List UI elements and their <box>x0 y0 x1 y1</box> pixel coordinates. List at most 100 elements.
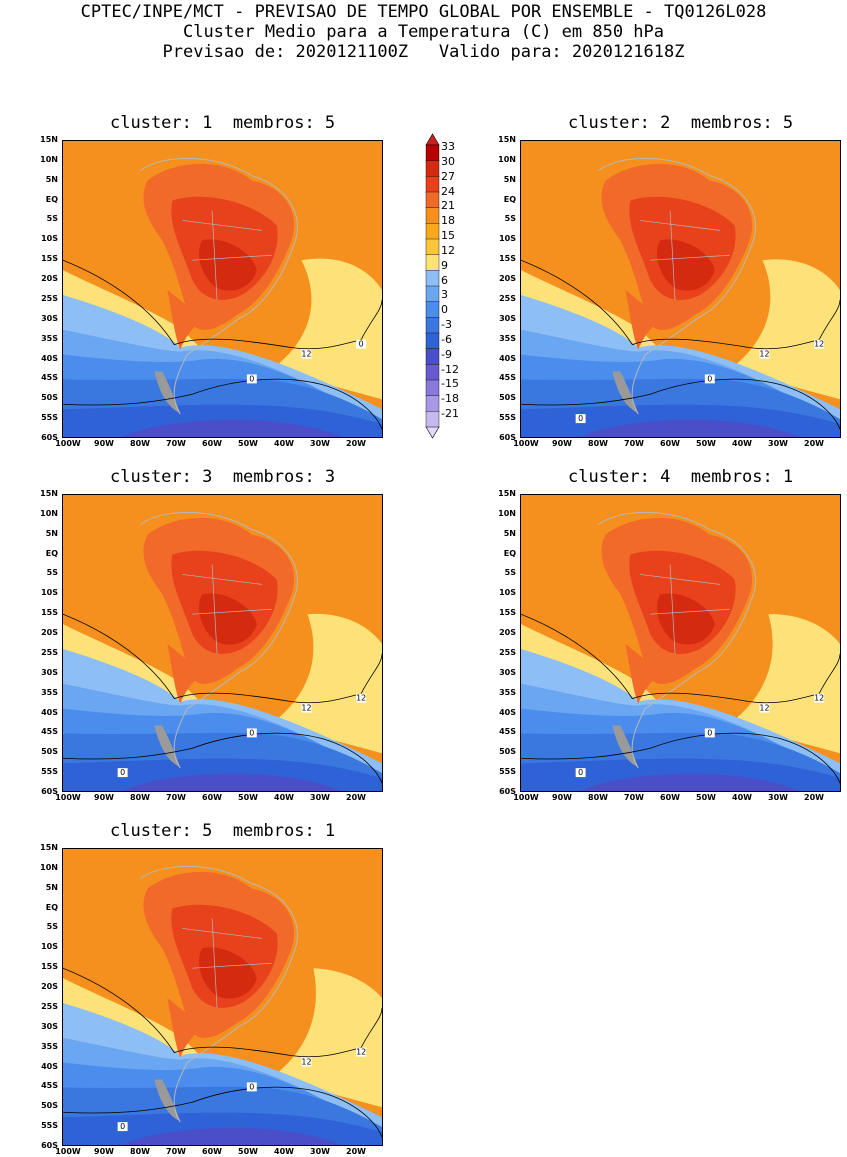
lat-tick: 40S <box>41 353 58 363</box>
colorbar-swatch <box>425 395 440 413</box>
lat-tick: 10N <box>498 508 516 518</box>
lat-tick: 15S <box>41 254 58 264</box>
contour-label: 12 <box>759 350 769 359</box>
band-12-east <box>729 259 840 400</box>
colorbar-svg <box>425 133 440 439</box>
lon-tick: 80W <box>588 793 608 802</box>
contour-12 <box>63 613 382 704</box>
southern-cone <box>167 997 203 1058</box>
lon-tick: 100W <box>513 439 539 448</box>
lat-tick: 50S <box>499 747 516 757</box>
lat-tick: 5S <box>504 214 516 224</box>
borders <box>182 564 272 654</box>
colorbar-label: 27 <box>441 169 455 183</box>
colorbar-swatch <box>425 411 440 428</box>
lon-tick: 70W <box>166 793 186 802</box>
contour-label: 0 <box>704 728 715 737</box>
contour-label-text: 0 <box>707 728 712 737</box>
lon-tick: 100W <box>513 793 539 802</box>
colorbar-swatch <box>425 332 440 350</box>
colorbar-label: 6 <box>441 273 448 287</box>
colorbar-swatch <box>425 223 440 240</box>
lat-tick: 40S <box>499 707 516 717</box>
contour-label: 0 <box>575 414 586 423</box>
patagonia <box>154 1079 181 1122</box>
lon-tick: 30W <box>310 793 330 802</box>
continent-27 <box>198 593 257 645</box>
lon-tick: 70W <box>624 439 644 448</box>
contour-12 <box>521 613 840 704</box>
lon-tick: 80W <box>130 793 150 802</box>
lat-tick: 35S <box>499 333 516 343</box>
lat-tick: 60S <box>499 787 516 796</box>
band-12-east <box>729 614 840 754</box>
lat-tick: 45S <box>41 727 58 737</box>
lat-tick: 35S <box>41 1041 58 1051</box>
contour-12 <box>521 259 840 350</box>
lon-tick: 100W <box>55 439 81 448</box>
lat-tick: 50S <box>41 1101 58 1111</box>
lon-tick: 40W <box>732 439 752 448</box>
lat-tick: 15N <box>40 489 58 498</box>
colorbar-label: 0 <box>441 303 448 317</box>
map-panel-3: 12 12 0 0 <box>62 494 383 792</box>
colorbar-swatch <box>425 207 440 225</box>
lat-tick: 60S <box>41 1141 58 1150</box>
lon-tick: 60W <box>202 1147 222 1156</box>
coastline <box>140 511 298 769</box>
contour-label-text: 12 <box>759 350 769 359</box>
lon-tick: 20W <box>346 793 366 802</box>
contour-label-text: 12 <box>301 1058 311 1067</box>
chart-title-line3: Previsao de: 2020121100Z Valido para: 20… <box>162 42 685 62</box>
colorbar-bottom-arrow <box>425 426 440 439</box>
map-svg-1: 12 0 0 <box>63 141 382 437</box>
colorbar-swatch <box>425 364 440 381</box>
band-m9 <box>122 419 342 437</box>
lon-tick: 80W <box>130 439 150 448</box>
lon-tick: 70W <box>166 439 186 448</box>
contour-label-text: 0 <box>578 414 583 423</box>
map-svg-4: 12 12 0 0 <box>521 495 840 791</box>
panel-title-3: cluster: 3 membros: 3 <box>110 467 336 487</box>
coastline <box>598 511 756 769</box>
lon-tick: 60W <box>660 439 680 448</box>
map-panel-4: 12 12 0 0 <box>520 494 841 792</box>
lat-tick: 15N <box>498 135 516 144</box>
lat-tick: 40S <box>499 353 516 363</box>
panel-title-1: cluster: 1 membros: 5 <box>110 113 336 133</box>
lat-tick: 10S <box>499 588 516 598</box>
colorbar-label: -21 <box>441 407 459 421</box>
lat-tick: 45S <box>41 373 58 383</box>
colorbar-label: 33 <box>441 140 455 153</box>
panel-title-5: cluster: 5 membros: 1 <box>110 821 336 841</box>
patagonia <box>612 725 639 768</box>
patagonia <box>154 371 181 414</box>
lon-tick: 60W <box>202 439 222 448</box>
lat-tick: 25S <box>41 293 58 303</box>
contour-label: 12 <box>301 1058 311 1067</box>
lat-tick: 20S <box>41 628 58 638</box>
contour-label: 0 <box>246 374 257 383</box>
colorbar-label: -6 <box>441 332 452 346</box>
contour-label: 0 <box>704 374 715 383</box>
colorbar-label: 3 <box>441 288 448 302</box>
band-12-east <box>271 258 382 400</box>
lon-tick: 30W <box>768 793 788 802</box>
lon-tick: 70W <box>166 1147 186 1156</box>
lat-tick: 10N <box>40 154 58 164</box>
panel-title-2: cluster: 2 membros: 5 <box>568 113 794 133</box>
lat-tick: 30S <box>41 667 58 677</box>
lat-tick: 20S <box>499 274 516 284</box>
southern-cone <box>167 289 203 350</box>
lat-tick: 60S <box>41 787 58 796</box>
map-svg-3: 12 12 0 0 <box>63 495 382 791</box>
colorbar-swatch <box>425 191 440 209</box>
lat-tick: 5N <box>503 528 516 538</box>
lat-tick: 15N <box>40 843 58 852</box>
lat-tick: 50S <box>499 393 516 403</box>
band-m9 <box>580 419 800 437</box>
lat-tick: 15S <box>41 608 58 618</box>
lat-tick: 35S <box>499 687 516 697</box>
coastline <box>598 157 756 415</box>
coastline <box>140 157 298 415</box>
